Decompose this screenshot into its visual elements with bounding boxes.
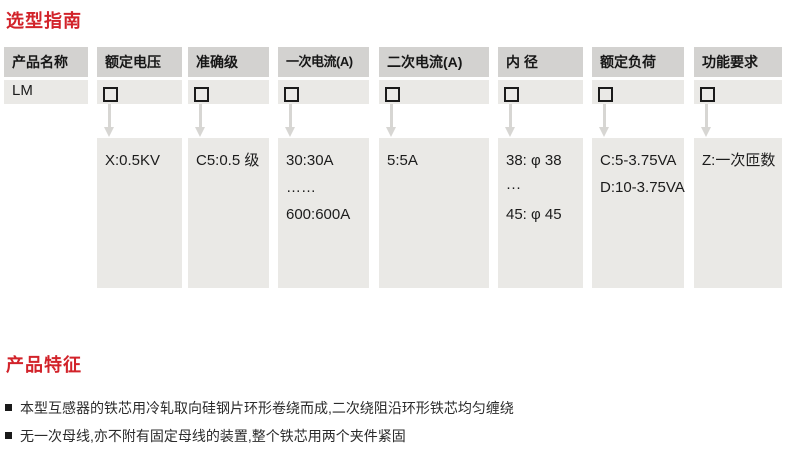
down-arrow-icon (289, 104, 292, 127)
down-arrow-icon (509, 104, 512, 127)
feature-bullet: 无一次母线,亦不附有固定母线的装置,整个铁芯用两个夹件紧固 (5, 426, 406, 446)
option-values: 38: φ 38 ··· 45: φ 45 (498, 138, 583, 288)
code-cell (379, 80, 489, 104)
option-values: 30:30A …… 600:600A (278, 138, 369, 288)
product-code: LM (12, 82, 33, 99)
code-cell (592, 80, 684, 104)
feature-bullet: 本型互感器的铁芯用冷轧取向硅钢片环形卷绕而成,二次绕阻沿环形铁芯均匀缠绕 (5, 398, 514, 418)
column-header: 内 径 (498, 47, 583, 77)
checkbox-placeholder-icon (504, 87, 519, 102)
table-column-primary-current: 一次电流(A) 30:30A …… 600:600A (278, 0, 369, 300)
product-features-title: 产品特征 (6, 355, 82, 375)
code-cell (694, 80, 782, 104)
option-line: 5:5A (387, 152, 418, 169)
down-arrow-head-icon (599, 127, 609, 137)
code-cell: LM (4, 80, 88, 104)
down-arrow-head-icon (195, 127, 205, 137)
feature-text: 本型互感器的铁芯用冷轧取向硅钢片环形卷绕而成,二次绕阻沿环形铁芯均匀缠绕 (20, 400, 514, 416)
feature-text: 无一次母线,亦不附有固定母线的装置,整个铁芯用两个夹件紧固 (20, 428, 406, 444)
down-arrow-head-icon (285, 127, 295, 137)
down-arrow-icon (108, 104, 111, 127)
column-header: 功能要求 (694, 47, 782, 77)
checkbox-placeholder-icon (103, 87, 118, 102)
down-arrow-head-icon (505, 127, 515, 137)
table-column-product-name: 产品名称 LM (4, 0, 88, 300)
option-line: Z:一次匝数 (702, 152, 776, 169)
column-header: 准确级 (188, 47, 269, 77)
option-values: C5:0.5 级 (188, 138, 269, 288)
code-cell (188, 80, 269, 104)
checkbox-placeholder-icon (194, 87, 209, 102)
column-header: 额定负荷 (592, 47, 684, 77)
option-line: D:10-3.75VA (600, 179, 685, 196)
option-line: C:5-3.75VA (600, 152, 677, 169)
bullet-square-icon (5, 404, 12, 411)
column-header: 产品名称 (4, 47, 88, 77)
checkbox-placeholder-icon (385, 87, 400, 102)
option-values: 5:5A (379, 138, 489, 288)
option-line: 38: φ 38 (506, 152, 562, 169)
option-line: C5:0.5 级 (196, 152, 260, 169)
option-line: X:0.5KV (105, 152, 161, 169)
option-line: 600:600A (286, 206, 351, 223)
bullet-square-icon (5, 432, 12, 439)
table-column-rated-burden: 额定负荷 C:5-3.75VA D:10-3.75VA (592, 0, 685, 300)
option-values: X:0.5KV (97, 138, 182, 288)
option-line: 30:30A (286, 152, 334, 169)
option-values: Z:一次匝数 (694, 138, 782, 288)
column-header: 一次电流(A) (278, 47, 369, 77)
checkbox-placeholder-icon (700, 87, 715, 102)
checkbox-placeholder-icon (598, 87, 613, 102)
column-header: 二次电流(A) (379, 47, 489, 77)
code-cell (498, 80, 583, 104)
table-column-secondary-current: 二次电流(A) 5:5A (379, 0, 489, 300)
code-cell (97, 80, 182, 104)
down-arrow-head-icon (104, 127, 114, 137)
down-arrow-icon (390, 104, 393, 127)
option-line: …… (286, 179, 316, 196)
down-arrow-head-icon (386, 127, 396, 137)
option-line: 45: φ 45 (506, 206, 562, 223)
column-header: 额定电压 (97, 47, 182, 77)
code-cell (278, 80, 369, 104)
checkbox-placeholder-icon (284, 87, 299, 102)
option-line: ··· (506, 179, 521, 196)
down-arrow-icon (603, 104, 606, 127)
table-column-inner-diameter: 内 径 38: φ 38 ··· 45: φ 45 (498, 0, 583, 300)
selection-guide-title: 选型指南 (6, 11, 82, 31)
table-column-accuracy-class: 准确级 C5:0.5 级 (188, 0, 269, 300)
down-arrow-head-icon (701, 127, 711, 137)
option-values: C:5-3.75VA D:10-3.75VA (592, 138, 685, 288)
table-column-rated-voltage: 额定电压 X:0.5KV (97, 0, 182, 300)
down-arrow-icon (705, 104, 708, 127)
table-column-function-requirement: 功能要求 Z:一次匝数 (694, 0, 782, 300)
down-arrow-icon (199, 104, 202, 127)
